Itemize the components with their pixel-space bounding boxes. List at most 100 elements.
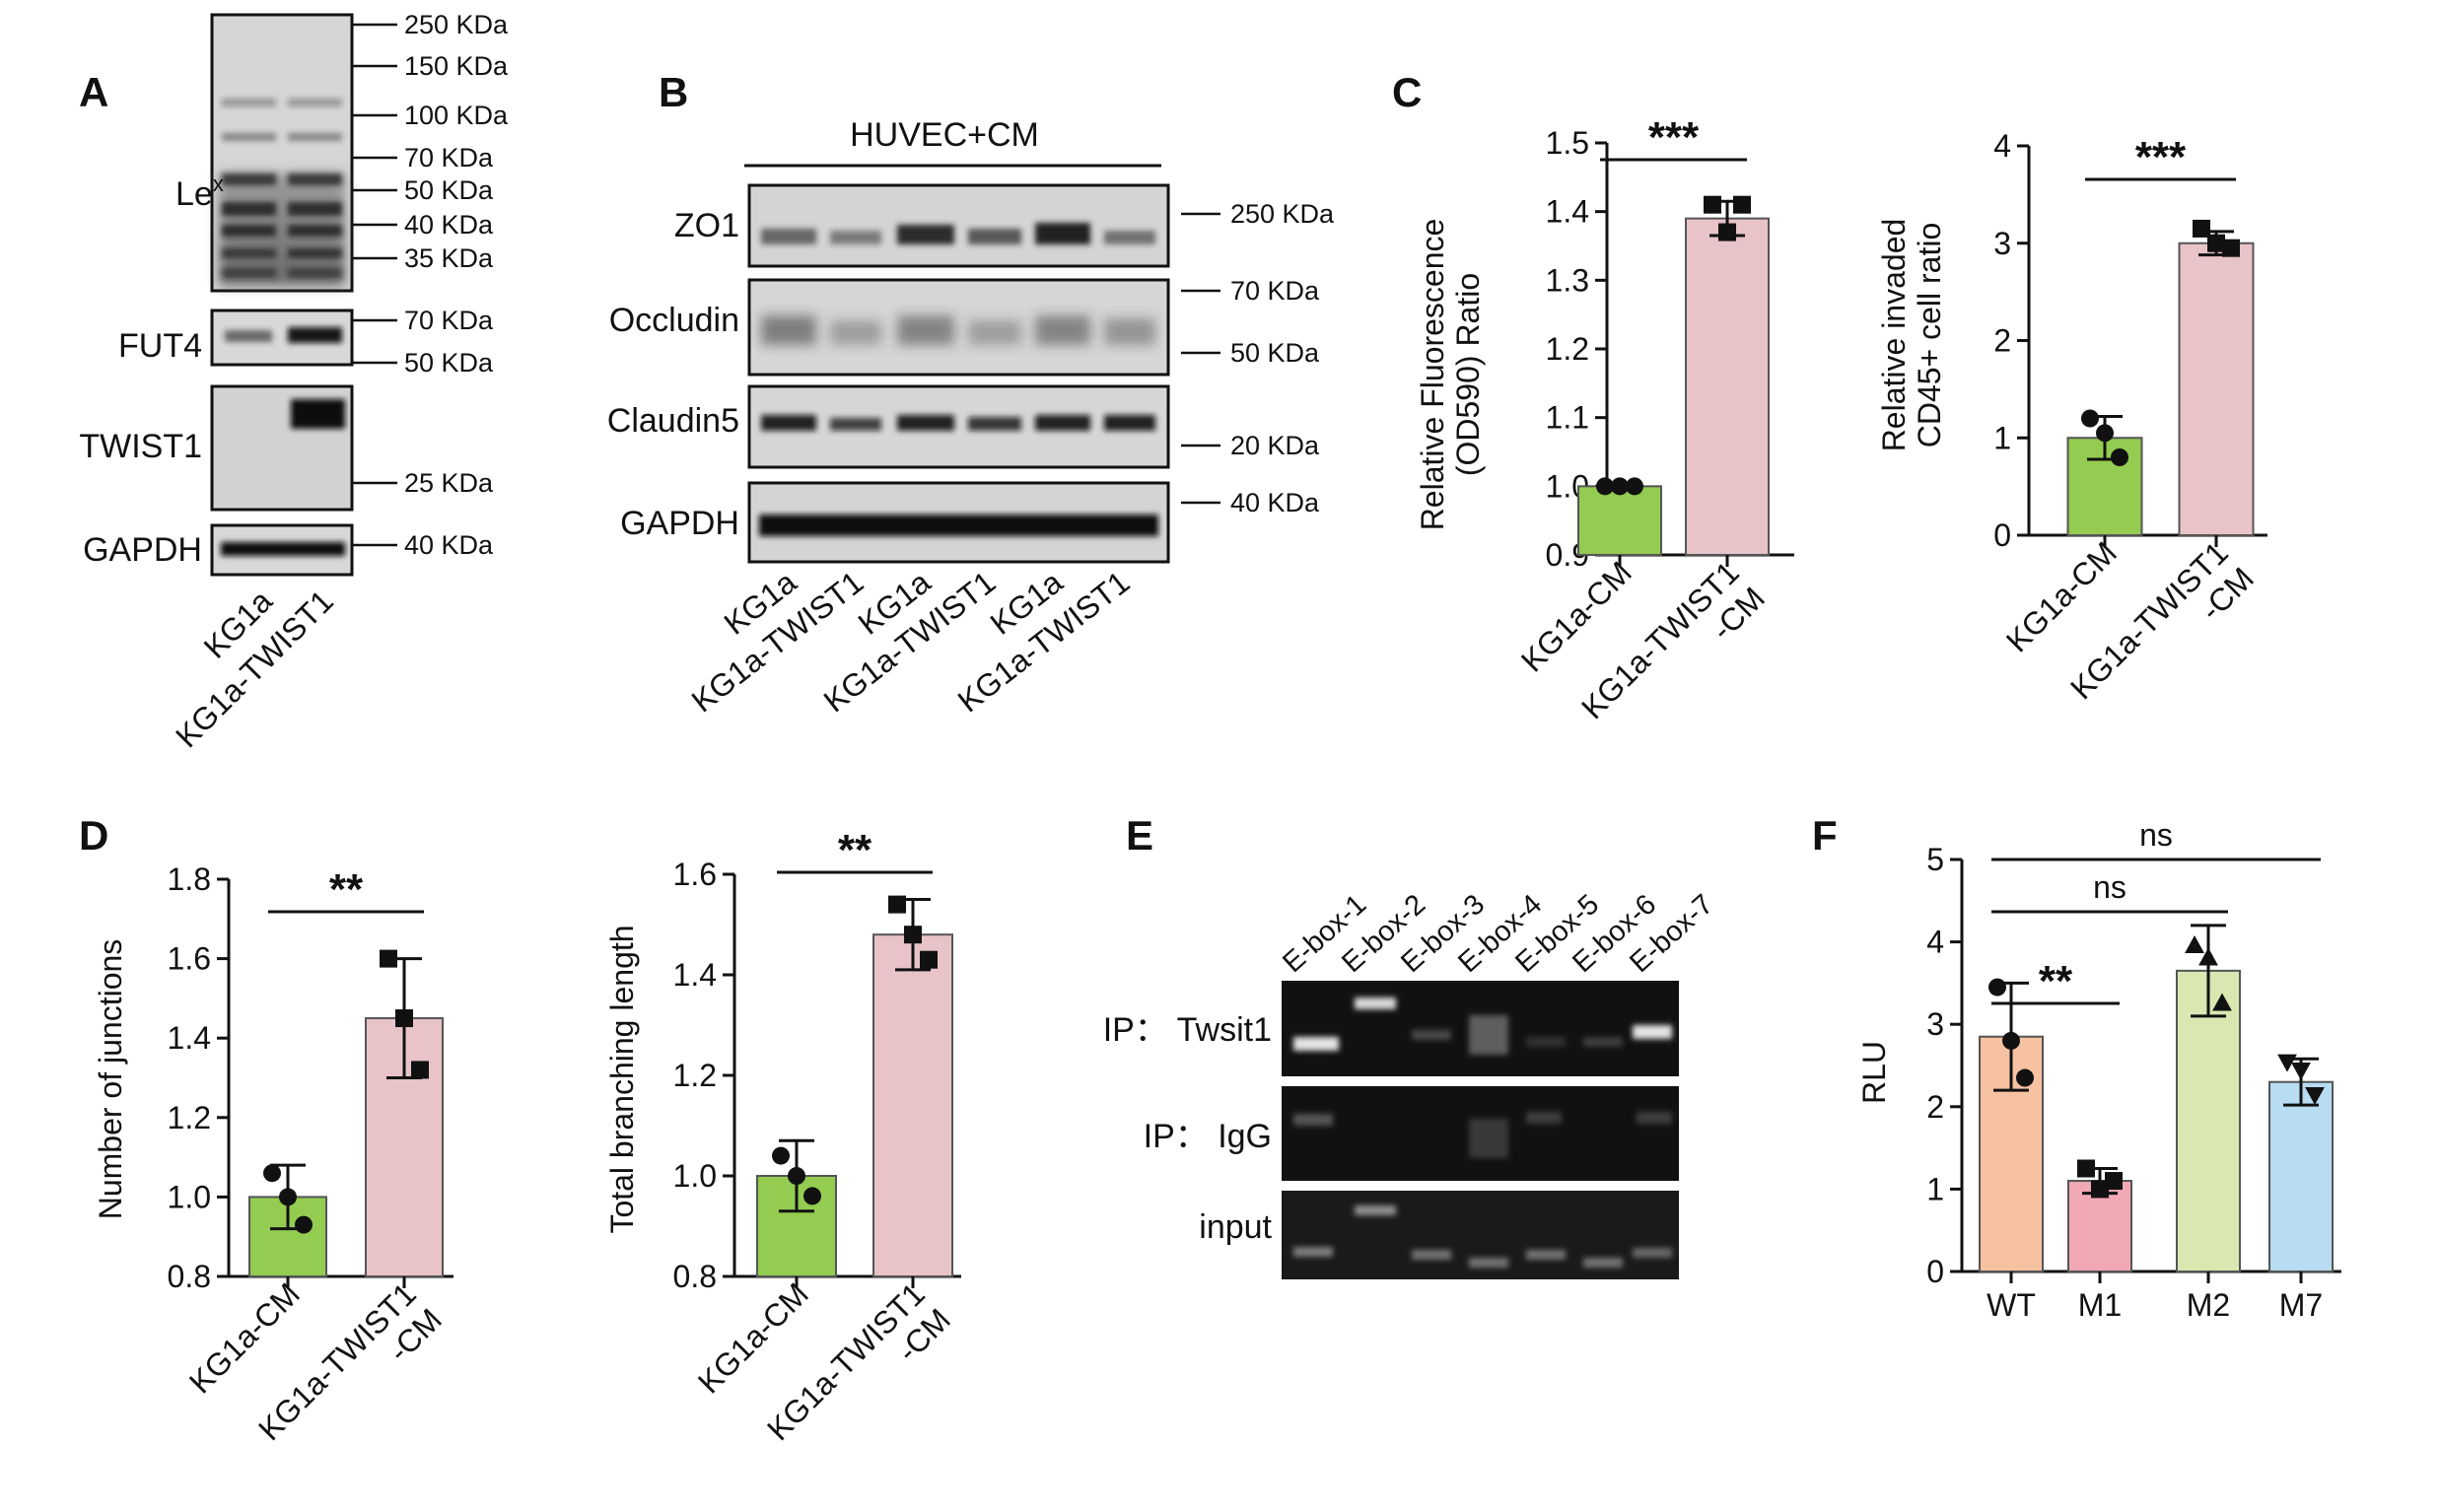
data-point (2111, 448, 2128, 466)
data-point (1733, 195, 1751, 214)
bar (1685, 217, 1770, 556)
y-tick-label: 5 (1926, 842, 1944, 877)
data-point (2002, 1031, 2020, 1050)
data-point (2105, 1172, 2123, 1191)
mw-ticks-b (1181, 212, 1220, 505)
row-label-fut4: FUT4 (118, 327, 202, 365)
y-tick-label: 1.5 (1546, 125, 1589, 161)
data-point (2207, 234, 2225, 252)
ebox-lane-labels: E-box-1 E-box-2 E-box-3 E-box-4 E-box-5 … (1277, 888, 1719, 979)
data-point (2277, 1054, 2297, 1072)
mw-label: 40 KDa (404, 210, 494, 240)
significance-label: ** (329, 865, 364, 914)
data-point (803, 1187, 821, 1205)
panel-a-letter: A (79, 69, 108, 115)
mw-label: 35 KDa (404, 243, 494, 273)
data-point (2222, 239, 2240, 257)
y-tick-label: 3 (1993, 226, 2011, 261)
data-point (395, 1009, 413, 1028)
data-point (2212, 993, 2232, 1011)
mw-label: 70 KDa (404, 143, 494, 172)
data-point (2193, 219, 2210, 238)
lex-main-text: Le (175, 175, 213, 213)
lex-superscript: x (213, 172, 224, 196)
row-label-occludin: Occludin (609, 302, 739, 339)
chart-d-branching-length: 0.8 1.0 1.2 1.4 1.6 Total branching length KG1… (604, 826, 961, 1447)
mw-label: 250 KDa (404, 10, 509, 39)
row-label-claudin5: Claudin5 (607, 402, 739, 440)
y-tick-label: 2 (1926, 1089, 1944, 1125)
gel-e-input (1282, 1191, 1679, 1279)
blot-a-twist1-band (291, 399, 345, 429)
data-point (1704, 195, 1721, 214)
panel-e: E-box-1 E-box-2 E-box-3 E-box-4 E-box-5 … (1103, 888, 1719, 1279)
blot-b-gapdh (747, 481, 1170, 564)
blot-b-claudin5 (747, 384, 1170, 469)
y-tick-label: 1.0 (673, 1158, 717, 1194)
row-label-gapdh-b: GAPDH (620, 505, 739, 542)
y-tick-label: 1.8 (168, 861, 211, 897)
row-label-ip-igg: IP： IgG (1144, 1118, 1272, 1155)
y-axis-title: RLU (1856, 1041, 1892, 1104)
y-tick-label: 0.8 (673, 1259, 717, 1294)
y-tick-label: 1.3 (1546, 262, 1589, 298)
blot-a-lex (210, 13, 354, 293)
mw-label: 20 KDa (1230, 431, 1320, 460)
x-tick-label: M7 (2279, 1287, 2323, 1323)
data-point (2291, 1062, 2311, 1080)
y-axis-title: Relative invaded (1876, 219, 1912, 452)
y-tick-label: 1.2 (673, 1058, 717, 1093)
row-label-twist1: TWIST1 (79, 428, 202, 465)
y-tick-label: 1.1 (1546, 400, 1589, 436)
mw-label: 50 KDa (404, 175, 494, 205)
blot-a-fut4-band-1 (225, 330, 272, 342)
blot-b-occludin (747, 278, 1170, 377)
data-point (295, 1215, 313, 1234)
y-tick-label: 2 (1993, 323, 2011, 359)
mw-label: 70 KDa (404, 306, 494, 335)
y-axis-title: Relative Fluorescence (1415, 219, 1450, 531)
y-tick-label: 0.8 (168, 1259, 211, 1294)
significance-label: *** (1648, 113, 1700, 162)
y-tick-label: 4 (1993, 128, 2011, 164)
panel-b: B HUVEC+CM ZO1 (607, 69, 1335, 720)
blot-a-twist1 (210, 384, 354, 512)
y-tick-label: 1.6 (168, 941, 211, 977)
blot-a-fut4 (210, 309, 354, 367)
y-tick-label: 1.4 (1546, 194, 1589, 230)
row-label-input: input (1199, 1208, 1272, 1246)
data-point (1718, 223, 1736, 241)
mw-label: 50 KDa (404, 348, 494, 378)
data-point (1988, 978, 2006, 997)
data-point (772, 1146, 790, 1165)
y-axis-title: (OD590) Ratio (1450, 273, 1486, 476)
data-point (888, 895, 906, 914)
mw-label: 250 KDa (1230, 199, 1335, 229)
mw-label: 25 KDa (404, 468, 494, 498)
data-point (2016, 1068, 2034, 1087)
y-tick-label: 0 (1926, 1254, 1944, 1289)
data-point (788, 1167, 805, 1185)
row-label-zo1: ZO1 (674, 207, 739, 244)
panel-a: A Lex FUT4 (79, 10, 509, 754)
blot-a-fut4-band-2 (288, 327, 342, 343)
panel-f-letter: F (1812, 812, 1838, 859)
y-tick-label: 1.2 (168, 1100, 211, 1135)
blot-a-lex-bands (222, 99, 342, 278)
significance-label: *** (2135, 133, 2187, 181)
data-point (904, 926, 922, 944)
gel-e-ip-twist1 (1282, 981, 1679, 1076)
significance-label: ns (2139, 817, 2173, 853)
x-tick-label: WT (1987, 1287, 2036, 1323)
panel-c-letter: C (1392, 69, 1422, 115)
y-axis-title: Number of junctions (93, 939, 128, 1220)
blot-b-zo1 (747, 183, 1170, 268)
data-point (2198, 947, 2218, 966)
blot-a-gapdh-band (221, 542, 345, 556)
y-tick-label: 0 (1993, 517, 2011, 553)
y-tick-label: 1 (1926, 1171, 1944, 1206)
x-tick-label: M2 (2187, 1287, 2230, 1323)
